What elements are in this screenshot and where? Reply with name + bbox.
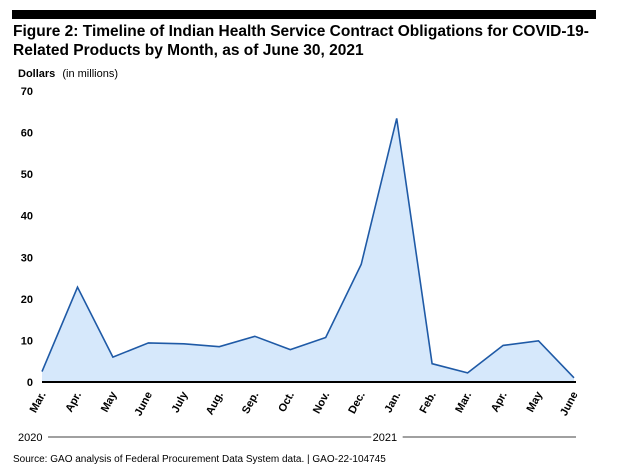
y-axis-label: Dollars (in millions) — [18, 68, 118, 80]
x-tick-label: June — [558, 390, 581, 418]
x-tick-label: Mar. — [28, 390, 49, 415]
y-tick-label: 30 — [21, 252, 33, 264]
y-axis-label-unit: (in millions) — [62, 68, 118, 80]
x-tick-label: Apr. — [63, 390, 84, 415]
x-tick-label: Dec. — [346, 390, 368, 416]
title-bar-decoration — [12, 10, 596, 19]
year-label: 2020 — [18, 432, 42, 444]
x-tick-label: May — [525, 389, 546, 414]
x-tick-label: May — [99, 389, 120, 414]
x-tick-label: Feb. — [418, 390, 439, 416]
figure-title: Figure 2: Timeline of Indian Health Serv… — [13, 23, 589, 59]
area-fill — [42, 118, 574, 383]
y-axis-label-main: Dollars — [18, 68, 55, 80]
x-tick-label: Mar. — [453, 390, 474, 415]
series-line — [41, 118, 575, 379]
y-tick-label: 60 — [21, 128, 33, 140]
source-note: Source: GAO analysis of Federal Procurem… — [13, 454, 386, 465]
y-tick-label: 0 — [27, 377, 33, 389]
x-tick-label: Aug. — [204, 390, 226, 417]
x-tick-label: Apr. — [489, 390, 510, 415]
x-tick-label: Nov. — [311, 390, 332, 416]
x-tick-label: July — [170, 389, 191, 415]
y-tick-label: 10 — [21, 335, 33, 347]
y-tick-label: 70 — [21, 86, 33, 98]
x-tick-label: Jan. — [382, 390, 403, 415]
x-tick-label: Oct. — [276, 390, 297, 415]
x-tick-label: June — [132, 390, 155, 418]
y-tick-label: 20 — [21, 294, 33, 306]
y-tick-label: 50 — [21, 169, 33, 181]
y-tick-label: 40 — [21, 211, 33, 223]
x-tick-label: Sep. — [240, 390, 262, 416]
year-label: 2021 — [373, 432, 397, 444]
